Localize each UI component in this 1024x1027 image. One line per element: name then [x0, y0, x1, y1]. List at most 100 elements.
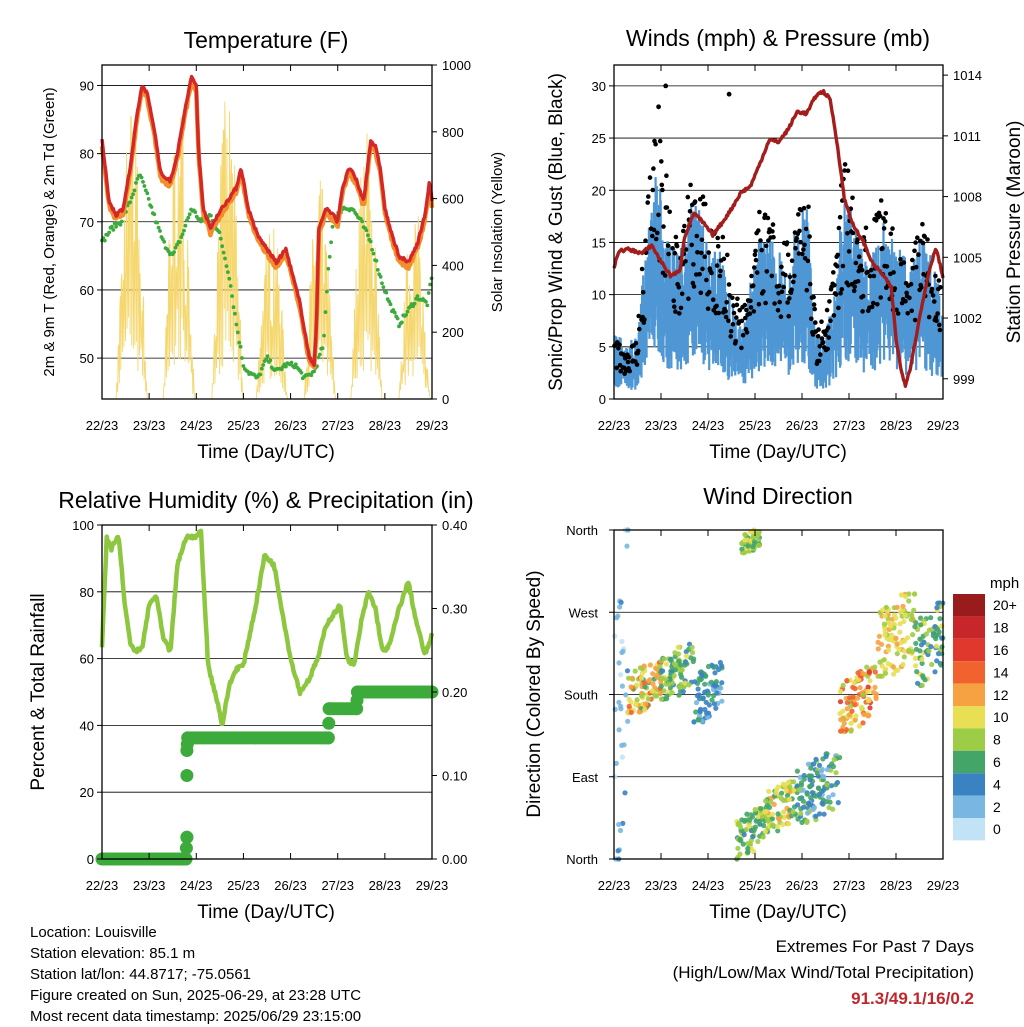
wind-direction-point — [700, 695, 706, 701]
wind-direction-point — [750, 535, 757, 541]
gust-point — [933, 315, 939, 320]
humidity-xtick-label: 25/23 — [227, 878, 260, 893]
gust-point — [819, 319, 824, 325]
wind-direction-point — [689, 649, 696, 656]
wind-direction-point — [756, 820, 763, 826]
sonic-wind-series — [613, 177, 944, 390]
gust-point — [686, 296, 691, 302]
wind-direction-point — [658, 691, 664, 697]
wind-direction-point — [935, 600, 941, 606]
dewpoint-point — [360, 219, 365, 224]
wind-direction-point — [628, 684, 634, 690]
gust-point — [705, 306, 711, 312]
wind-direction-point — [676, 658, 682, 664]
wind-direction-point — [912, 624, 918, 630]
temperature-2m-line — [100, 74, 434, 368]
winds-ytick-label: 20 — [592, 183, 606, 198]
wind-direction-point — [840, 682, 846, 689]
latest-timestamp: Most recent data timestamp: 2025/06/29 2… — [30, 1008, 362, 1025]
temperature-xtick-label: 23/23 — [133, 418, 166, 433]
dewpoint-point — [351, 208, 356, 213]
gust-point — [926, 314, 932, 320]
wind-direction-point — [813, 756, 819, 763]
dewpoint-point — [388, 302, 393, 307]
wind-direction-point — [882, 670, 889, 677]
dewpoint-point — [366, 233, 370, 238]
gust-point — [828, 318, 833, 324]
wind-direction-point — [875, 646, 881, 652]
gust-point — [663, 83, 669, 89]
wind-direction-point — [745, 849, 751, 856]
gust-point — [734, 302, 740, 308]
gust-point — [739, 345, 744, 351]
gust-point — [871, 300, 876, 306]
gust-point — [739, 318, 745, 324]
precipitation-series — [95, 685, 439, 866]
wind-direction-point — [771, 801, 777, 808]
gust-point — [817, 344, 823, 349]
gust-point — [826, 335, 832, 340]
dewpoint-point — [258, 372, 263, 377]
gust-point — [834, 264, 840, 269]
gust-point — [692, 199, 698, 204]
gust-point — [683, 259, 688, 264]
gust-point — [659, 159, 664, 164]
solar-ytick-right-label: 400 — [442, 258, 464, 273]
winds-xlabel: Time (Day/UTC) — [709, 442, 847, 463]
wind-direction-point — [815, 785, 822, 791]
gust-point — [726, 91, 732, 97]
humidity-xtick-label: 28/23 — [369, 878, 402, 893]
gust-point — [787, 296, 792, 301]
gust-point — [697, 271, 702, 277]
gust-point — [807, 281, 813, 287]
gust-point — [646, 194, 651, 199]
wind-direction-point — [805, 761, 812, 767]
gust-point — [756, 228, 761, 233]
wind-direction-point — [770, 811, 776, 817]
gust-point — [792, 273, 797, 279]
wind-direction-point — [938, 662, 944, 668]
temperature-xtick-label: 27/23 — [321, 418, 354, 433]
gust-point — [791, 279, 796, 285]
wind-direction-point — [623, 692, 629, 698]
solar-ytick-right-label: 200 — [442, 325, 464, 340]
dewpoint-point — [322, 333, 326, 338]
gust-point — [685, 194, 691, 200]
wind-direction-point — [864, 664, 870, 670]
gust-point — [761, 289, 766, 294]
solar-insolation-day — [398, 216, 431, 400]
wind-direction-point — [661, 688, 667, 694]
humidity-xtick-label: 29/23 — [416, 878, 449, 893]
wind-direction-point — [713, 679, 720, 685]
solar-insolation-day — [162, 116, 195, 400]
gust-point — [823, 332, 828, 338]
wind-direction-point — [897, 629, 903, 635]
wind-direction-point — [794, 783, 801, 789]
gust-point — [633, 340, 639, 346]
gust-point — [880, 245, 885, 251]
gust-point — [670, 246, 675, 251]
wind-direction-point — [706, 702, 712, 708]
gust-series — [612, 83, 943, 377]
gust-point — [836, 305, 841, 311]
wind-direction-point — [881, 621, 888, 627]
winds-xtick-label: 24/23 — [692, 418, 725, 433]
pressure-ytick-right-label: 1002 — [953, 311, 982, 326]
precip-point — [180, 769, 194, 782]
wind-direction-point — [686, 682, 692, 688]
gust-point — [837, 214, 843, 220]
wind-direction-point — [624, 668, 631, 674]
wind-direction-xtick-label: 23/23 — [645, 878, 678, 893]
figure-created: Figure created on Sun, 2025-06-29, at 23… — [30, 987, 362, 1004]
gust-point — [811, 294, 816, 300]
gust-point — [820, 340, 826, 345]
wind-direction-point — [811, 761, 817, 767]
wind-direction-point — [755, 838, 761, 845]
gust-point — [617, 342, 622, 348]
humidity-panel: Relative Humidity (%) & Precipitation (i… — [28, 487, 474, 923]
gust-point — [672, 304, 677, 310]
wind-direction-point — [709, 697, 715, 703]
wind-direction-point — [866, 712, 872, 719]
wind-direction-point — [661, 656, 667, 662]
wind-direction-point — [890, 664, 897, 670]
